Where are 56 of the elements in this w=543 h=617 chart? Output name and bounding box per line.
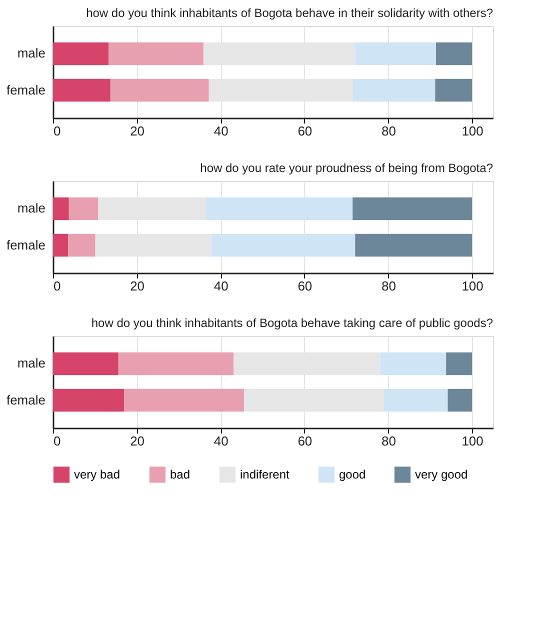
bar — [53, 388, 124, 412]
bar — [108, 42, 204, 66]
legend-label: good — [339, 468, 366, 482]
bar — [435, 78, 472, 102]
y-tick-label: female — [6, 392, 46, 408]
x-tick-label: 80 — [382, 278, 396, 294]
bar — [118, 352, 234, 376]
bar — [110, 78, 209, 102]
x-tick-label: 80 — [382, 124, 396, 138]
bar — [53, 78, 110, 102]
legend-label: very bad — [74, 468, 120, 482]
x-tick-label: 40 — [214, 434, 228, 448]
legend-label: very good — [415, 468, 468, 482]
bar — [448, 388, 472, 412]
bar — [446, 352, 472, 376]
x-tick-label: 100 — [462, 278, 484, 294]
x-tick-label: 40 — [214, 278, 228, 294]
bar — [68, 234, 96, 257]
x-tick-label: 0 — [54, 278, 61, 294]
x-tick-label: 80 — [382, 434, 396, 448]
x-tick-label: 100 — [462, 124, 484, 138]
bar — [53, 197, 69, 220]
bar — [53, 42, 109, 66]
x-tick-label: 100 — [462, 434, 484, 448]
bar — [53, 234, 68, 257]
bar — [355, 234, 472, 257]
bar — [384, 388, 448, 412]
legend-label: bad — [170, 468, 190, 482]
bar — [68, 197, 98, 220]
x-tick-label: 20 — [130, 124, 145, 138]
y-tick-label: female — [6, 237, 46, 252]
legend-label: indiferent — [240, 468, 290, 482]
x-tick-label: 20 — [130, 434, 145, 448]
bar — [380, 352, 446, 376]
bar — [355, 42, 436, 66]
x-tick-label: 60 — [298, 124, 312, 138]
bar — [211, 234, 356, 257]
bar — [206, 197, 353, 220]
y-tick-label: female — [6, 82, 46, 98]
bar — [53, 352, 118, 376]
y-tick-label: male — [17, 356, 46, 371]
x-tick-label: 60 — [298, 434, 312, 448]
bar — [124, 388, 244, 412]
x-tick-label: 0 — [54, 434, 61, 448]
x-tick-label: 60 — [298, 278, 312, 294]
bar — [352, 197, 472, 220]
x-tick-label: 40 — [214, 124, 228, 138]
x-tick-label: 20 — [130, 278, 145, 294]
y-tick-label: male — [17, 200, 46, 216]
chart-title: how do you think inhabitants of Bogota behave in their solidarity with others? — [86, 6, 494, 20]
bar — [436, 42, 472, 66]
chart-title: how do you rate your proudness of being from Bogota? — [200, 161, 494, 175]
y-tick-label: male — [17, 46, 46, 61]
x-tick-label: 0 — [54, 124, 61, 138]
chart-title: how do you think inhabitants of Bogota behave taking care of public goods? — [91, 316, 494, 330]
bar — [352, 78, 436, 102]
